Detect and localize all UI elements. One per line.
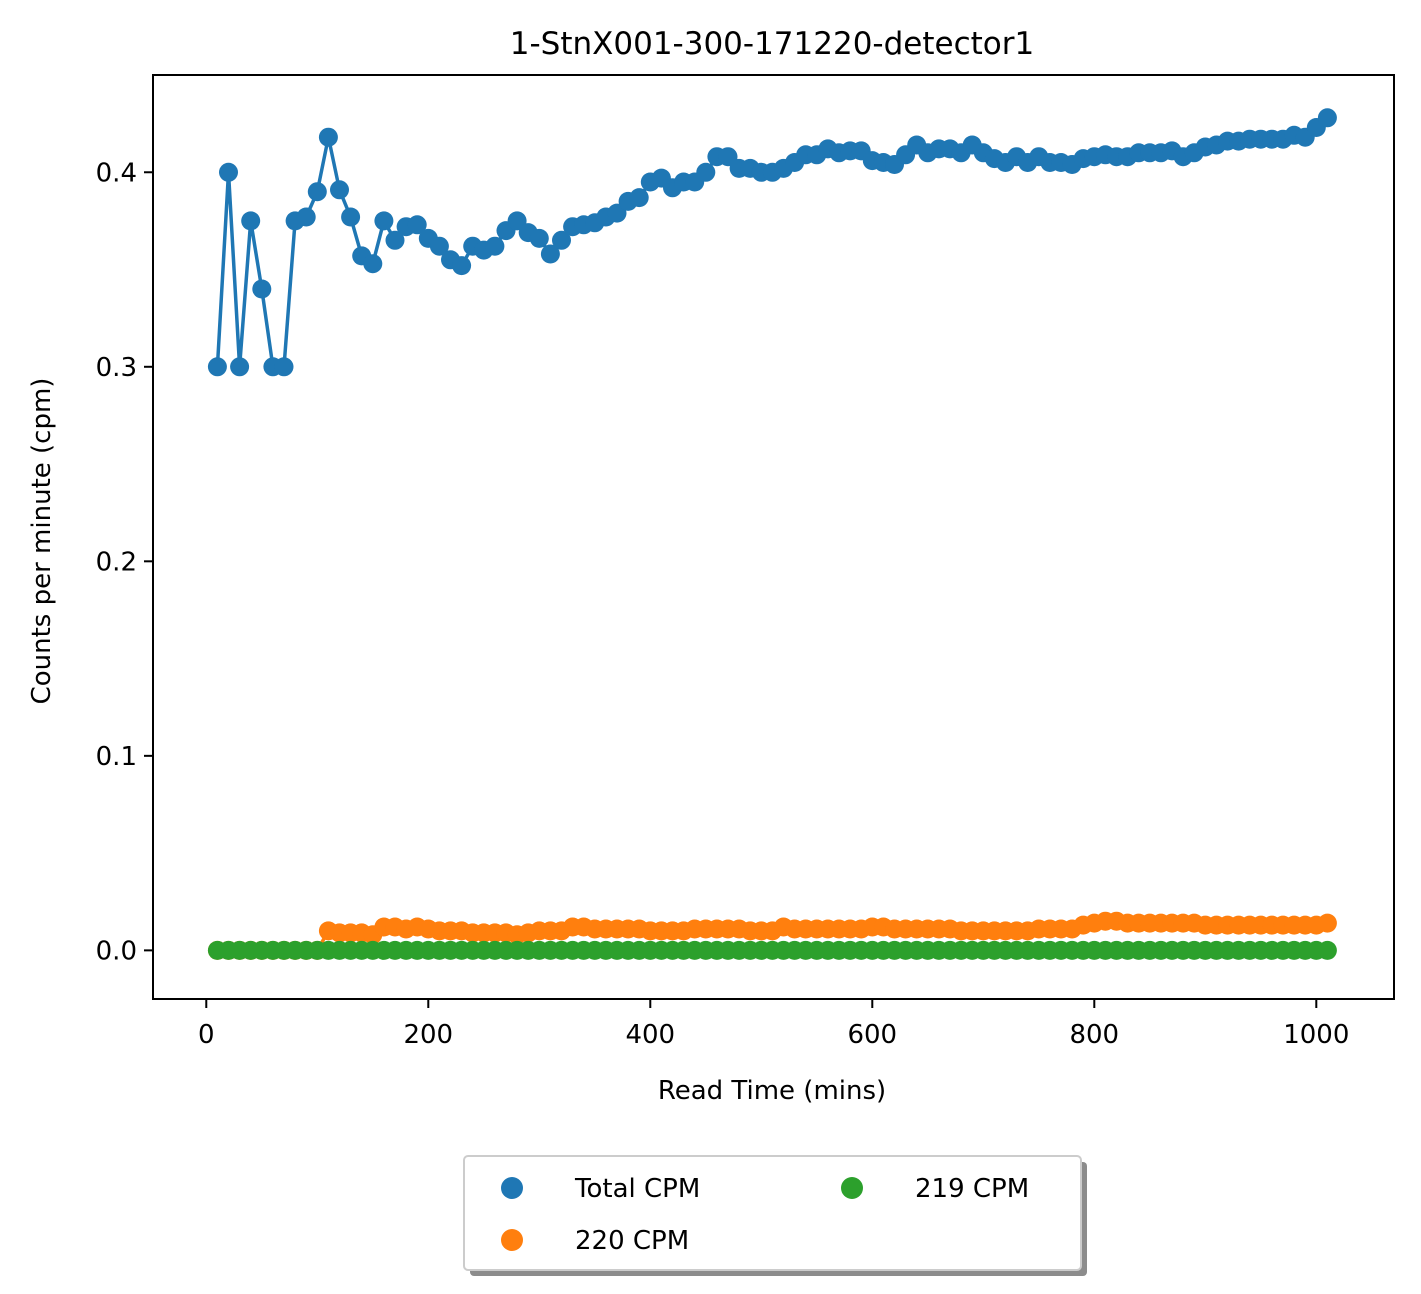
data-point-total-cpm [540,244,560,264]
legend-marker [841,1177,863,1199]
series-total-cpm [207,108,1337,377]
legend-marker [501,1229,523,1251]
legend-label: 220 CPM [575,1226,689,1256]
data-point-total-cpm [274,357,294,377]
legend: Total CPM 220 CPM 219 CPM [463,1155,1087,1276]
x-axis-label: Read Time (mins) [658,1076,886,1106]
legend-label: 219 CPM [915,1174,1029,1204]
data-point-total-cpm [296,207,316,227]
data-point-total-cpm [407,215,427,235]
data-point-total-cpm [1317,108,1337,128]
data-point-total-cpm [452,256,472,276]
data-point-total-cpm [485,236,505,256]
x-tick-label: 1000 [1283,1020,1349,1050]
chart-title: 1-StnX001-300-171220-detector1 [510,26,1034,62]
data-point-total-cpm [363,254,383,274]
y-tick-label: 0.4 [96,158,137,188]
series-219-cpm [207,940,1337,960]
data-point-220-cpm [1317,913,1337,933]
data-point-total-cpm [696,162,716,182]
legend-box [463,1155,1082,1271]
legend-item-total-cpm: Total CPM [501,1174,700,1204]
data-point-total-cpm [307,182,327,202]
data-point-total-cpm [330,180,349,200]
x-tick-label: 400 [625,1020,675,1050]
x-tick-label: 200 [403,1020,453,1050]
x-tick-label: 0 [198,1020,215,1050]
data-point-total-cpm [207,357,227,377]
data-point-total-cpm [252,279,272,299]
y-axis: 0.0 0.1 0.2 0.3 0.4 [96,158,153,966]
series-layer [207,108,1337,960]
plot-frame [152,74,1395,1000]
data-point-total-cpm [552,230,571,250]
legend-marker [501,1177,523,1199]
data-point-219-cpm [1317,940,1337,960]
y-tick-label: 0.1 [96,742,137,772]
data-point-total-cpm [374,211,394,231]
data-point-total-cpm [629,188,649,208]
x-tick-label: 800 [1069,1020,1119,1050]
y-axis-label: Counts per minute (cpm) [27,378,57,705]
data-point-total-cpm [241,211,261,231]
data-point-total-cpm [318,127,338,147]
y-tick-label: 0.3 [96,353,137,383]
legend-label: Total CPM [574,1174,700,1204]
data-point-total-cpm [230,357,250,377]
legend-item-220-cpm: 220 CPM [501,1226,689,1256]
x-axis: 0 200 400 600 800 1000 [198,999,1349,1050]
data-point-total-cpm [341,207,361,227]
data-point-total-cpm [219,162,238,182]
y-tick-label: 0.2 [96,547,137,577]
data-point-total-cpm [385,230,405,250]
data-point-total-cpm [429,236,449,256]
x-tick-label: 600 [847,1020,897,1050]
legend-item-219-cpm: 219 CPM [841,1174,1029,1204]
y-tick-label: 0.0 [96,936,137,966]
data-point-total-cpm [529,228,549,248]
